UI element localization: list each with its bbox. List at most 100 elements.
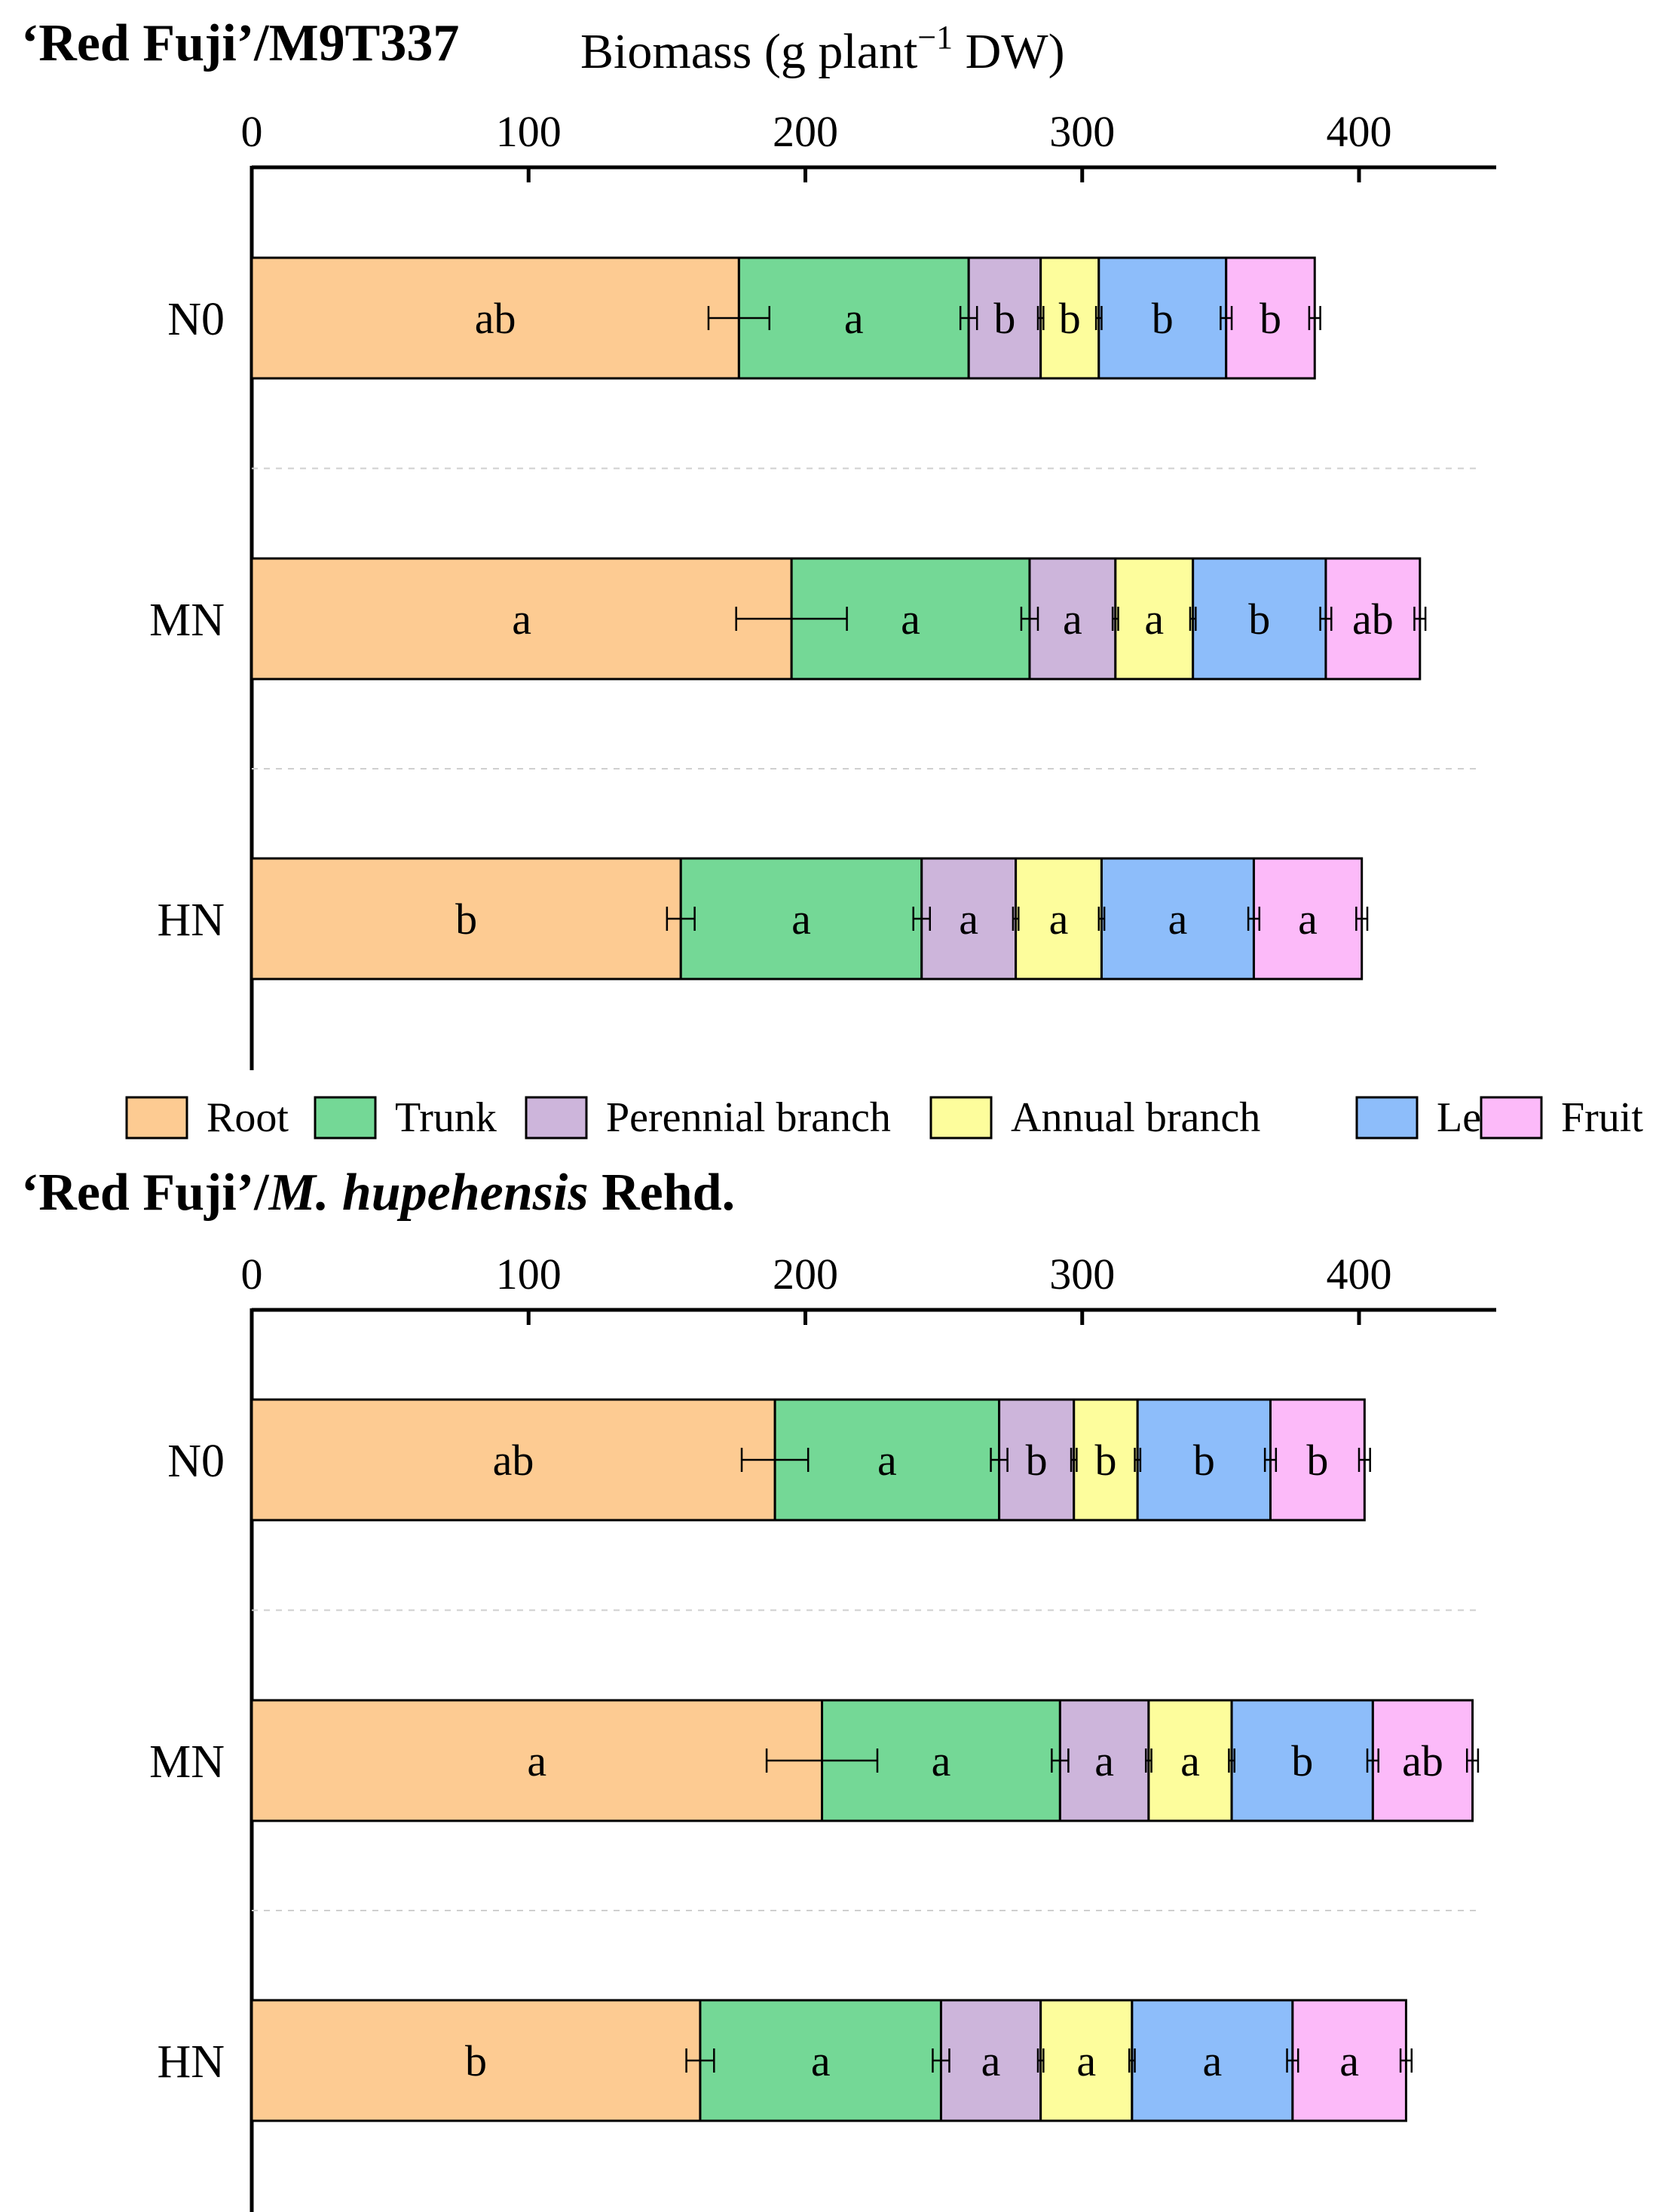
- significance-letter: a: [959, 895, 978, 944]
- significance-letter: a: [1339, 2036, 1359, 2085]
- bar-segment: [250, 1699, 824, 1822]
- significance-letter: a: [1144, 595, 1164, 644]
- significance-letter: a: [932, 1736, 951, 1785]
- chart2-title: ‘Red Fuji’/M. hupehensis Rehd.: [21, 1164, 735, 1222]
- legend-swatch: [1355, 1096, 1419, 1140]
- significance-letter: b: [1193, 1436, 1215, 1485]
- bar-segment: [1100, 857, 1255, 981]
- chart1-xlabel-main: Biomass (g plant: [580, 24, 917, 79]
- bar-segment: [939, 1999, 1042, 2122]
- bar-segment: [699, 1999, 942, 2122]
- category-label: N0: [167, 1436, 225, 1487]
- bar-segment: [1147, 1699, 1233, 1822]
- chart2-title-suffix: Rehd.: [589, 1164, 735, 1222]
- bar-segment: [250, 256, 740, 380]
- x-tick-label: 0: [241, 1250, 263, 1299]
- bar-segment: [967, 256, 1042, 380]
- legend-label: Annual branch: [1011, 1094, 1260, 1141]
- chart1-xlabel-sup: −1: [917, 19, 953, 56]
- bar-segment: [250, 557, 793, 681]
- x-tick-label: 100: [496, 1250, 562, 1299]
- significance-letter: ab: [1352, 595, 1394, 644]
- bar-segment: [1192, 557, 1327, 681]
- bar-segment: [250, 1999, 702, 2122]
- significance-letter: b: [1152, 294, 1174, 343]
- bar-segment: [250, 1398, 776, 1522]
- bar-segment: [1252, 857, 1364, 981]
- significance-letter: b: [1026, 1436, 1048, 1485]
- significance-letter: a: [1202, 2036, 1222, 2085]
- significance-letter: b: [1291, 1736, 1313, 1785]
- chart1-xlabel: Biomass (g plant−1 DW): [580, 19, 1065, 79]
- category-label: MN: [149, 595, 225, 646]
- legend-swatch: [1480, 1096, 1543, 1140]
- legend-swatch: [929, 1096, 993, 1140]
- bar-segment: [1131, 1999, 1294, 2122]
- bar-segment: [1114, 557, 1195, 681]
- significance-letter: a: [877, 1436, 897, 1485]
- x-tick-label: 200: [773, 107, 838, 156]
- chart2-title-plain: ‘Red Fuji’/: [21, 1164, 270, 1222]
- x-tick-label: 300: [1049, 107, 1115, 156]
- bar-segment: [1324, 557, 1422, 681]
- x-tick-label: 400: [1327, 1250, 1392, 1299]
- chart1-title: ‘Red Fuji’/M9T337: [21, 14, 459, 72]
- bar-segment: [1371, 1699, 1474, 1822]
- significance-letter: ab: [493, 1436, 534, 1485]
- significance-letter: a: [512, 595, 531, 644]
- bar-segment: [1225, 256, 1316, 380]
- significance-letter: b: [1059, 294, 1081, 343]
- legend: Root Trunk Perennial branch Annual branch Le…: [125, 1094, 1643, 1141]
- bar-segment: [998, 1398, 1076, 1522]
- x-tick-label: 300: [1049, 1250, 1115, 1299]
- significance-letter: a: [901, 595, 920, 644]
- bar-segment: [1136, 1398, 1272, 1522]
- bar-segment: [920, 857, 1018, 981]
- significance-letter: b: [993, 294, 1015, 343]
- significance-letter: a: [1094, 1736, 1114, 1785]
- legend-swatch: [125, 1096, 188, 1140]
- significance-letter: b: [1094, 1436, 1116, 1485]
- significance-letter: b: [1306, 1436, 1328, 1485]
- x-tick-label: 200: [773, 1250, 838, 1299]
- category-label: HN: [157, 895, 225, 946]
- significance-letter: a: [1168, 895, 1188, 944]
- legend-swatch: [525, 1096, 588, 1140]
- significance-letter: b: [1248, 595, 1270, 644]
- significance-letter: b: [1260, 294, 1281, 343]
- x-tick-label: 0: [241, 107, 263, 156]
- significance-letter: a: [1049, 895, 1069, 944]
- legend-label: Perennial branch: [606, 1094, 891, 1141]
- bar-segment: [250, 857, 682, 981]
- bar-segment: [1097, 256, 1228, 380]
- significance-letter: a: [527, 1736, 546, 1785]
- legend-label: Fruit: [1561, 1094, 1643, 1141]
- category-label: MN: [149, 1736, 225, 1788]
- x-tick-label: 100: [496, 107, 562, 156]
- significance-letter: b: [455, 895, 477, 944]
- x-tick-label: 400: [1327, 107, 1392, 156]
- chart2-title-italic: M. hupehensis: [268, 1164, 589, 1222]
- category-label: HN: [157, 2036, 225, 2088]
- legend-label: Root: [207, 1094, 289, 1141]
- significance-letter: a: [1076, 2036, 1096, 2085]
- significance-letter: a: [844, 294, 864, 343]
- significance-letter: ab: [1402, 1736, 1443, 1785]
- bar-segment: [1291, 1999, 1407, 2122]
- bar-segment: [1015, 857, 1103, 981]
- chart1-xlabel-suffix: DW): [953, 24, 1064, 79]
- significance-letter: a: [811, 2036, 831, 2085]
- legend-swatch: [314, 1096, 377, 1140]
- significance-letter: a: [1063, 595, 1082, 644]
- legend-label: Trunk: [395, 1094, 497, 1141]
- bar-segment: [737, 256, 970, 380]
- category-label: N0: [167, 294, 225, 345]
- significance-letter: a: [1180, 1736, 1200, 1785]
- significance-letter: a: [1298, 895, 1318, 944]
- significance-letter: b: [465, 2036, 487, 2085]
- significance-letter: a: [791, 895, 811, 944]
- significance-letter: a: [981, 2036, 1001, 2085]
